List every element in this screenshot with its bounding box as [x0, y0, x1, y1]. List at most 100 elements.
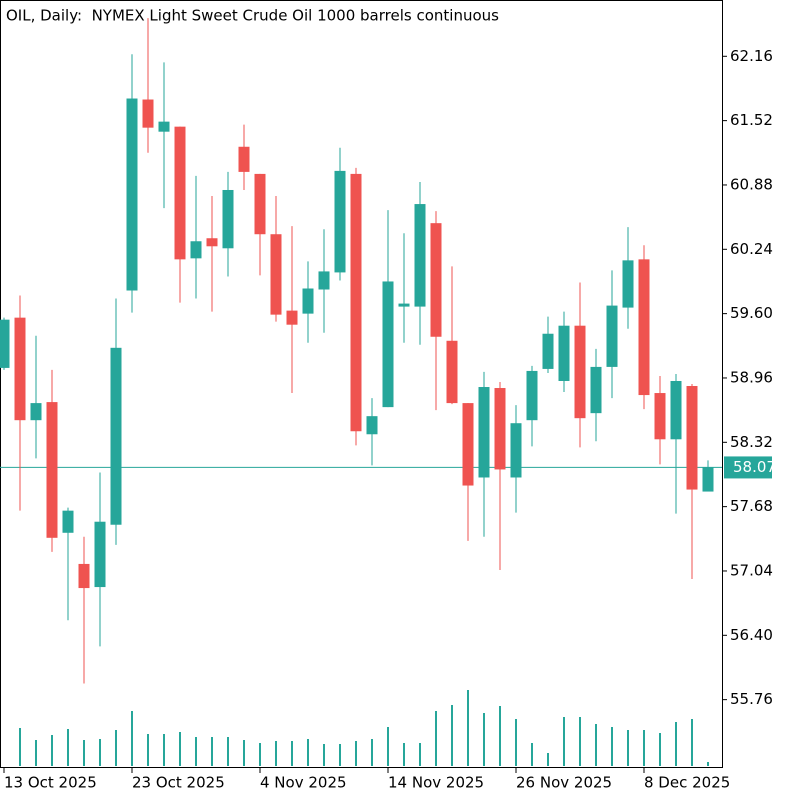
volume-bar [515, 719, 517, 766]
x-tick-label: 14 Nov 2025 [388, 774, 484, 792]
volume-bar [691, 719, 693, 766]
candle-body [286, 310, 298, 325]
candle-body [238, 146, 250, 172]
candle-body [382, 281, 394, 408]
volume-bar [435, 711, 437, 766]
candle-body [254, 173, 266, 235]
volume-bar [547, 753, 549, 766]
candle-body [606, 305, 618, 367]
candle-body [686, 386, 698, 490]
candle-body [574, 325, 586, 419]
candle-body [94, 521, 106, 588]
volume-bar [595, 724, 597, 766]
candle-body [702, 467, 714, 492]
volume-bar [563, 717, 565, 766]
volume-bar [339, 744, 341, 766]
volume-bar [467, 690, 469, 766]
candle-body [0, 319, 10, 368]
candle-body [190, 241, 202, 259]
volume-bar [483, 713, 485, 766]
volume-bar [355, 741, 357, 766]
volume-bar [35, 740, 37, 766]
candle-body [526, 370, 538, 421]
candle-body [558, 325, 570, 381]
candle-body [30, 403, 42, 421]
candle-body [654, 393, 666, 440]
candle-body [110, 347, 122, 525]
volume-bar [211, 737, 213, 766]
volume-bar [323, 744, 325, 766]
candle-body [46, 402, 58, 538]
x-tick-label: 13 Oct 2025 [4, 774, 97, 792]
volume-bar [275, 741, 277, 766]
volume-bar [387, 727, 389, 766]
current-price-box [724, 456, 772, 479]
candle-body [174, 126, 186, 260]
candle-body [414, 204, 426, 307]
y-tick-label: 58.32 [730, 433, 773, 451]
x-tick-label: 4 Nov 2025 [260, 774, 347, 792]
volume-bar [163, 734, 165, 766]
candle-body [510, 423, 522, 478]
volume-bar [579, 717, 581, 766]
volume-bar [83, 740, 85, 766]
y-tick-label: 62.16 [730, 47, 773, 65]
candle-body [622, 260, 634, 308]
volume-bar [627, 730, 629, 766]
candle-body [78, 563, 90, 589]
volume-bar [451, 705, 453, 766]
volume-bar [115, 730, 117, 766]
candle-body [206, 238, 218, 247]
y-tick-label: 56.40 [730, 626, 773, 644]
y-tick-label: 60.24 [730, 240, 773, 258]
volume-bar [179, 732, 181, 766]
volume-bar [147, 734, 149, 766]
chart-title: OIL, Daily: NYMEX Light Sweet Crude Oil … [6, 7, 499, 25]
volume-bar [51, 735, 53, 766]
candle-body [318, 271, 330, 290]
candle-body [478, 387, 490, 478]
volume-bar [307, 739, 309, 766]
plot-frame [0, 0, 723, 768]
candle-body [158, 121, 170, 132]
x-tick-label: 8 Dec 2025 [644, 774, 730, 792]
y-tick-label: 55.76 [730, 690, 773, 708]
volume-bar [611, 727, 613, 766]
current-price-label: 58.07 [733, 458, 776, 476]
volume-bar [131, 711, 133, 766]
candle-body [366, 416, 378, 435]
candle-body [430, 223, 442, 337]
candle-body [222, 189, 234, 249]
volume-bar [643, 730, 645, 766]
volume-bar [67, 729, 69, 766]
candle-body [542, 333, 554, 369]
candle-body [590, 366, 602, 414]
y-tick-label: 61.52 [730, 111, 773, 129]
candle-body [398, 303, 410, 307]
volume-bar [675, 722, 677, 766]
candle-body [670, 380, 682, 440]
x-tick-label: 23 Oct 2025 [132, 774, 225, 792]
candle-body [126, 98, 138, 291]
y-tick-label: 57.04 [730, 561, 773, 579]
candle-body [494, 388, 506, 470]
y-tick-label: 57.68 [730, 497, 773, 515]
candle-body [462, 403, 474, 486]
candle-body [302, 288, 314, 314]
candle-body [334, 170, 346, 273]
volume-bar [291, 741, 293, 766]
volume-bar [371, 739, 373, 766]
volume-bar [259, 743, 261, 766]
y-tick-label: 58.96 [730, 368, 773, 386]
candle-body [142, 99, 154, 128]
candle-body [14, 317, 26, 421]
candle-body [270, 234, 282, 315]
volume-bar [707, 762, 709, 766]
volume-bar [227, 737, 229, 766]
y-tick-label: 60.88 [730, 175, 773, 193]
candle-body [350, 173, 362, 432]
candle-body [638, 259, 650, 396]
volume-bar [195, 737, 197, 766]
